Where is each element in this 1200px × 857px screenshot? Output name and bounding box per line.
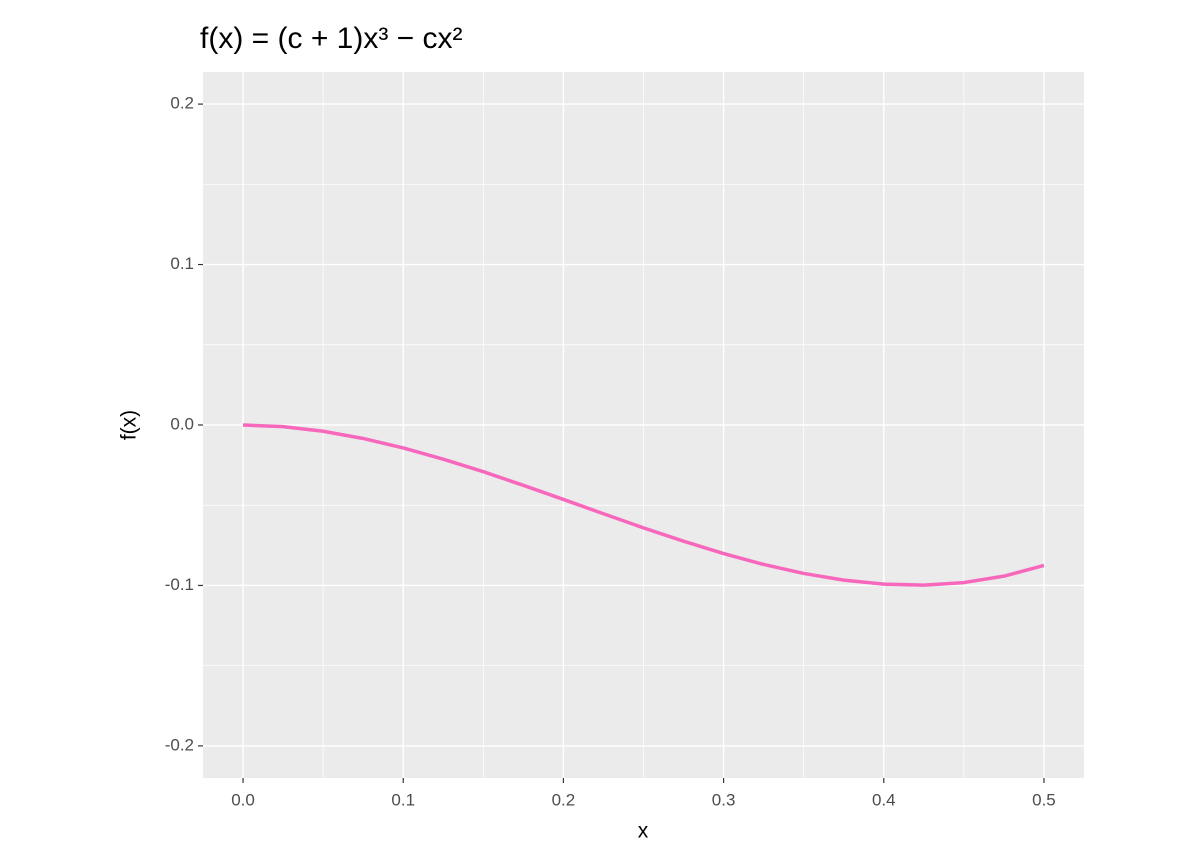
y-tick-label: 0.1 xyxy=(170,254,194,273)
x-tick-label: 0.1 xyxy=(391,790,415,809)
y-tick-label: -0.2 xyxy=(165,735,194,754)
x-tick-label: 0.5 xyxy=(1032,790,1056,809)
chart-title: f(x) = (c + 1)x³ − cx² xyxy=(200,22,463,55)
y-tick-label: -0.1 xyxy=(165,575,194,594)
x-tick-label: 0.2 xyxy=(552,790,576,809)
x-axis-label: x xyxy=(638,820,649,843)
data-line xyxy=(242,423,1045,587)
y-tick-label: 0.2 xyxy=(170,94,194,113)
x-tick-label: 0.3 xyxy=(712,790,736,809)
x-tick-label: 0.4 xyxy=(872,790,896,809)
x-tick-label: 0.0 xyxy=(231,790,255,809)
y-axis-label: f(x) xyxy=(118,410,141,440)
y-tick-label: 0.0 xyxy=(170,414,194,433)
